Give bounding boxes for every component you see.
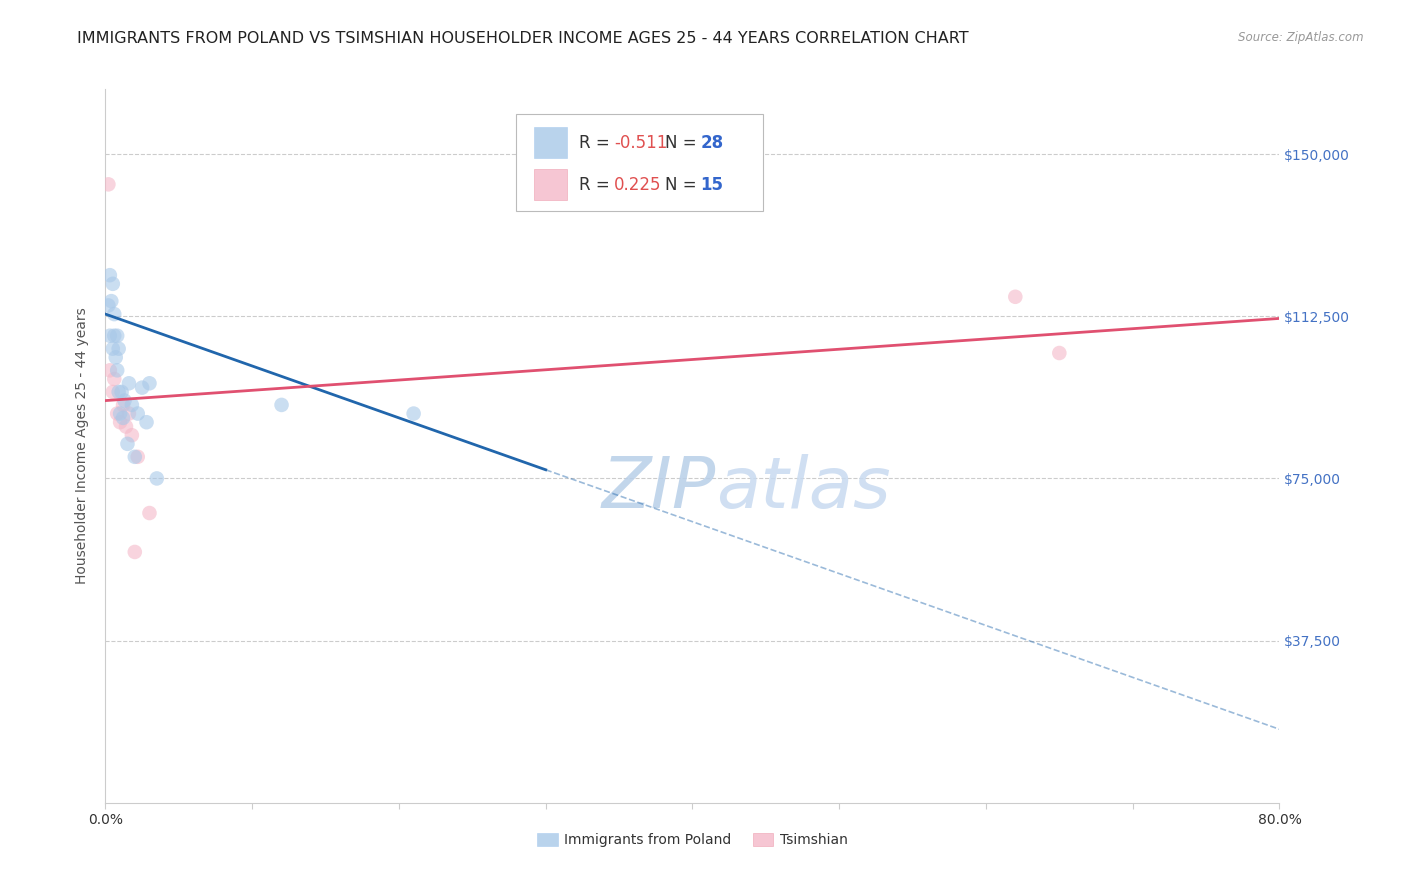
Point — [114, 393, 136, 408]
Text: Source: ZipAtlas.com: Source: ZipAtlas.com — [1239, 31, 1364, 45]
Point — [270, 398, 292, 412]
Point — [98, 363, 121, 377]
Point — [112, 398, 135, 412]
Point — [135, 415, 157, 429]
Point — [108, 415, 131, 429]
Point — [103, 328, 125, 343]
Text: N =: N = — [665, 134, 703, 152]
Text: N =: N = — [665, 176, 703, 194]
Point — [118, 376, 141, 391]
Point — [98, 268, 121, 282]
Text: ZIP: ZIP — [602, 454, 716, 524]
Point — [121, 428, 143, 442]
Point — [105, 363, 128, 377]
Point — [115, 419, 138, 434]
Point — [138, 506, 160, 520]
Text: 0.225: 0.225 — [614, 176, 661, 194]
Point — [101, 277, 124, 291]
Text: R =: R = — [579, 176, 614, 194]
Point — [97, 298, 120, 312]
Point — [124, 545, 146, 559]
Point — [105, 328, 128, 343]
Point — [107, 384, 129, 399]
Point — [117, 437, 139, 451]
Point — [131, 381, 153, 395]
Point — [104, 351, 127, 365]
Y-axis label: Householder Income Ages 25 - 44 years: Householder Income Ages 25 - 44 years — [76, 308, 90, 584]
Point — [124, 450, 146, 464]
Point — [121, 398, 143, 412]
Legend: Immigrants from Poland, Tsimshian: Immigrants from Poland, Tsimshian — [531, 828, 853, 853]
FancyBboxPatch shape — [534, 128, 567, 158]
Point — [105, 407, 128, 421]
Text: IMMIGRANTS FROM POLAND VS TSIMSHIAN HOUSEHOLDER INCOME AGES 25 - 44 YEARS CORREL: IMMIGRANTS FROM POLAND VS TSIMSHIAN HOUS… — [77, 31, 969, 46]
Text: 15: 15 — [700, 176, 724, 194]
Point — [110, 384, 132, 399]
FancyBboxPatch shape — [534, 169, 567, 201]
Point — [101, 384, 124, 399]
Point — [97, 178, 120, 192]
Point — [1047, 346, 1070, 360]
Text: atlas: atlas — [716, 454, 890, 524]
FancyBboxPatch shape — [516, 114, 763, 211]
Point — [1004, 290, 1026, 304]
Point — [127, 407, 149, 421]
Point — [112, 410, 135, 425]
Point — [138, 376, 160, 391]
Text: 28: 28 — [700, 134, 724, 152]
Point — [127, 450, 149, 464]
Text: -0.511: -0.511 — [614, 134, 668, 152]
Point — [103, 307, 125, 321]
Point — [101, 342, 124, 356]
Point — [100, 294, 122, 309]
Point — [118, 407, 141, 421]
Point — [107, 342, 129, 356]
Point — [98, 328, 121, 343]
Text: R =: R = — [579, 134, 614, 152]
Point — [146, 471, 169, 485]
Point — [108, 407, 131, 421]
Point — [402, 407, 425, 421]
Point — [103, 372, 125, 386]
